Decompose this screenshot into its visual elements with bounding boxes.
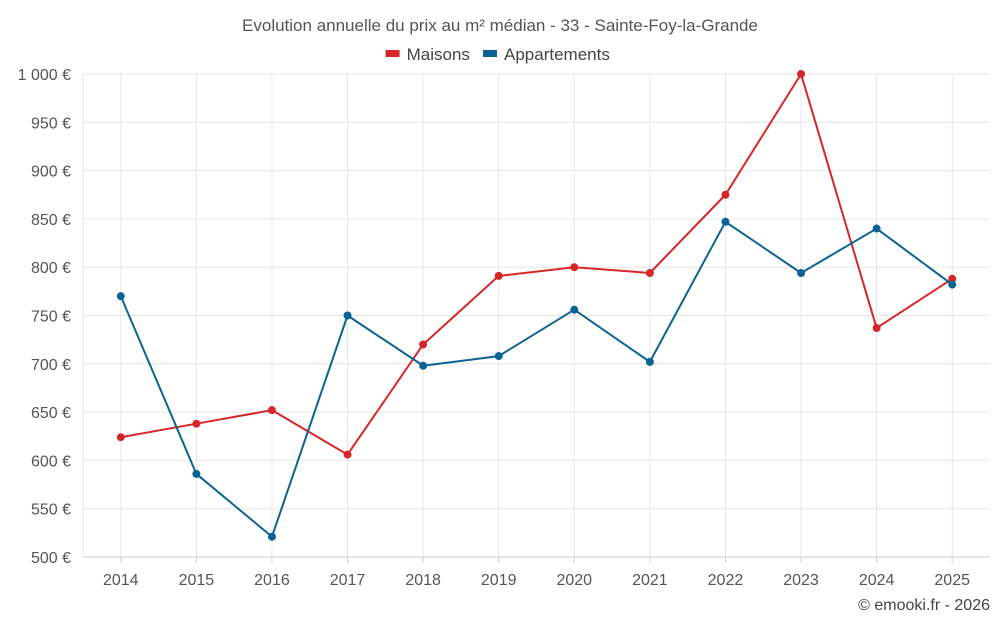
series-line-appartements <box>119 220 953 538</box>
data-point-maisons[interactable] <box>267 406 276 415</box>
y-tick-label: 550 € <box>31 502 71 519</box>
x-tick-label: 2023 <box>783 572 819 589</box>
legend-item-appartements[interactable]: Appartements <box>483 45 610 64</box>
data-point-appartements[interactable] <box>645 357 654 366</box>
chart-title: Evolution annuelle du prix au m² médian … <box>242 16 758 35</box>
series-appartements <box>116 217 957 541</box>
y-tick-label: 650 € <box>31 405 71 422</box>
y-tick-label: 600 € <box>31 453 71 470</box>
data-point-appartements[interactable] <box>116 292 125 301</box>
x-tick-label: 2018 <box>405 572 441 589</box>
data-point-maisons[interactable] <box>494 271 503 280</box>
data-point-appartements[interactable] <box>267 532 276 541</box>
x-tick-label: 2016 <box>254 572 290 589</box>
data-point-appartements[interactable] <box>192 469 201 478</box>
data-point-maisons[interactable] <box>721 190 730 199</box>
data-point-maisons[interactable] <box>570 263 579 272</box>
data-point-appartements[interactable] <box>494 352 503 361</box>
x-tick-label: 2021 <box>632 572 668 589</box>
y-tick-label: 700 € <box>31 357 71 374</box>
series-layer <box>116 70 957 541</box>
x-tick-label: 2014 <box>103 572 139 589</box>
data-point-appartements[interactable] <box>872 224 881 233</box>
y-tick-label: 750 € <box>31 309 71 326</box>
y-tick-label: 1 000 € <box>18 67 71 84</box>
legend-label: Appartements <box>504 45 610 64</box>
legend: Maisons Appartements <box>385 45 610 64</box>
data-point-maisons[interactable] <box>343 450 352 459</box>
series-maisons <box>116 70 957 459</box>
y-tick-label: 800 € <box>31 260 71 277</box>
data-point-appartements[interactable] <box>419 361 428 370</box>
x-tick-label: 2022 <box>708 572 744 589</box>
y-tick-label: 850 € <box>31 212 71 229</box>
data-point-maisons[interactable] <box>192 419 201 428</box>
data-point-maisons[interactable] <box>419 340 428 349</box>
x-tick-label: 2019 <box>481 572 517 589</box>
data-point-appartements[interactable] <box>948 280 957 289</box>
x-tick-label: 2017 <box>330 572 366 589</box>
x-tick-label: 2020 <box>556 572 592 589</box>
legend-item-maisons[interactable]: Maisons <box>385 45 470 64</box>
axes: 500 € 550 € 600 € 650 € 700 € 750 € 800 € 850 €… <box>18 67 970 589</box>
data-point-appartements[interactable] <box>797 268 806 277</box>
data-point-maisons[interactable] <box>645 268 654 277</box>
data-point-maisons[interactable] <box>948 274 957 283</box>
legend-swatch <box>385 50 400 57</box>
data-point-appartements[interactable] <box>343 311 352 320</box>
y-tick-label: 950 € <box>31 115 71 132</box>
y-tick-label: 500 € <box>31 550 71 567</box>
credit-text: © emooki.fr - 2026 <box>858 597 990 614</box>
data-point-maisons[interactable] <box>116 433 125 442</box>
x-tick-label: 2024 <box>859 572 895 589</box>
grid <box>82 73 990 558</box>
series-line-maisons <box>120 73 953 456</box>
data-point-maisons[interactable] <box>797 70 806 78</box>
legend-swatch <box>483 50 497 57</box>
data-point-appartements[interactable] <box>721 217 730 226</box>
x-tick-label: 2015 <box>179 572 215 589</box>
y-tick-label: 900 € <box>31 164 71 181</box>
x-tick-label: 2025 <box>934 572 970 589</box>
data-point-maisons[interactable] <box>872 324 881 333</box>
data-point-appartements[interactable] <box>570 305 579 314</box>
legend-label: Maisons <box>407 45 470 64</box>
